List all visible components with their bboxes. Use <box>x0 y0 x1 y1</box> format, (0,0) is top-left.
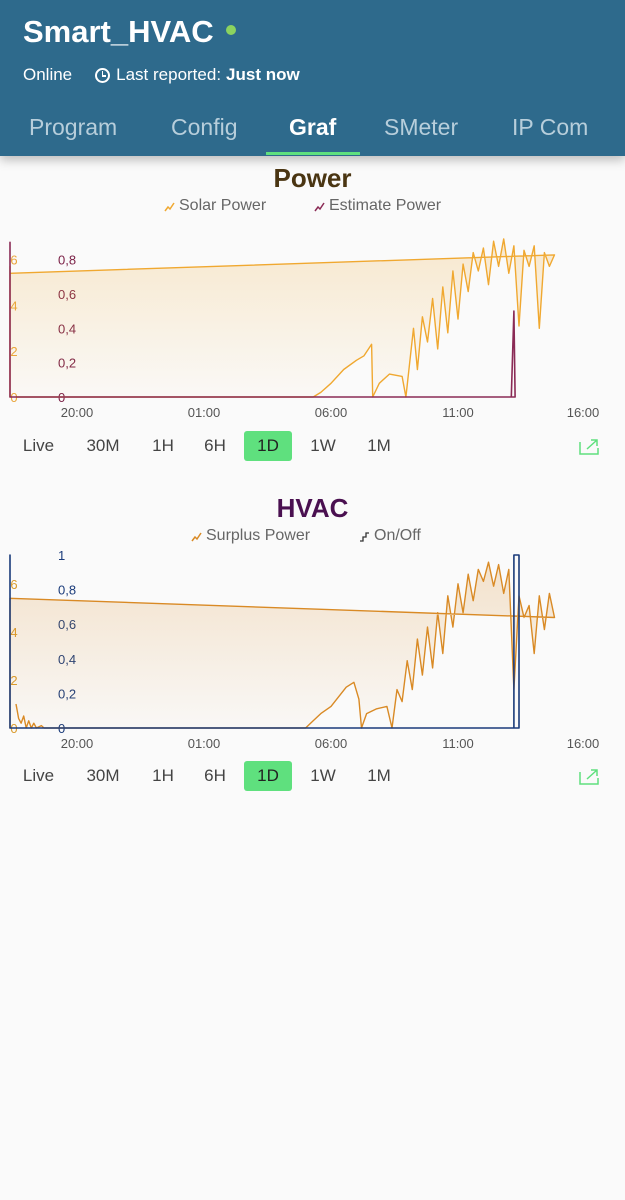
y-right-tick-label: 0,8 <box>58 253 76 268</box>
x-tick-label: 16:00 <box>567 405 600 420</box>
last-reported-label: Last reported: <box>116 65 222 84</box>
range-button-1m[interactable]: 1M <box>367 766 391 785</box>
x-tick-label: 06:00 <box>315 405 348 420</box>
legend-label-estimate-power: Estimate Power <box>329 197 442 214</box>
device-name: Smart_HVAC <box>23 14 214 49</box>
legend-label-surplus-power: Surplus Power <box>206 527 311 544</box>
range-button-30m[interactable]: 30M <box>86 436 120 455</box>
hvac-chart[interactable]: 024600,20,40,60,8120:0001:0006:0011:0016… <box>0 545 625 755</box>
x-tick-label: 16:00 <box>567 736 600 751</box>
x-tick-label: 01:00 <box>188 405 221 420</box>
clock-icon <box>95 67 111 83</box>
y-right-tick-label: 1 <box>58 548 65 563</box>
active-tab-indicator <box>266 152 360 155</box>
y-left-tick-label: 6 <box>10 577 17 592</box>
tab-config[interactable]: Config <box>171 114 238 140</box>
range-button-live[interactable]: Live <box>22 436 55 455</box>
x-tick-label: 01:00 <box>188 736 221 751</box>
legend-label-on-off: On/Off <box>374 527 421 544</box>
range-button-1w[interactable]: 1W <box>310 766 336 785</box>
legend-item-solar-power[interactable]: Solar Power <box>164 197 266 215</box>
tab-bar: Program Config Graf SMeter IP Com <box>0 104 625 156</box>
x-tick-label: 20:00 <box>61 736 94 751</box>
series-area-solar-power <box>10 238 555 397</box>
x-tick-label: 20:00 <box>61 405 94 420</box>
hvac-range-selector: Live 30M 1H 6H 1D 1W 1M <box>0 761 625 793</box>
power-chart[interactable]: 024600,20,40,60,820:0001:0006:0011:0016:… <box>0 222 625 422</box>
y-right-tick-label: 0,8 <box>58 583 76 598</box>
range-button-1d[interactable]: 1D <box>244 761 292 791</box>
tab-program[interactable]: Program <box>29 114 118 140</box>
line-series-icon <box>314 202 325 211</box>
range-button-1h[interactable]: 1H <box>152 766 174 785</box>
legend-label-solar-power: Solar Power <box>179 197 267 214</box>
last-reported-value: Just now <box>226 65 300 84</box>
device-title: Smart_HVAC <box>23 14 236 50</box>
power-range-selector: Live 30M 1H 6H 1D 1W 1M <box>0 431 625 463</box>
range-button-1h[interactable]: 1H <box>152 436 174 455</box>
tab-smeter[interactable]: SMeter <box>384 114 459 140</box>
step-series-icon <box>360 531 369 542</box>
y-left-tick-label: 6 <box>10 253 17 268</box>
range-button-6h[interactable]: 6H <box>204 766 226 785</box>
x-tick-label: 11:00 <box>442 405 474 420</box>
range-button-6h[interactable]: 6H <box>204 436 226 455</box>
tab-graf[interactable]: Graf <box>289 114 337 140</box>
line-series-icon <box>191 532 202 541</box>
legend-item-surplus-power[interactable]: Surplus Power <box>191 527 310 545</box>
x-tick-label: 06:00 <box>315 736 348 751</box>
online-indicator-icon <box>225 24 236 35</box>
range-button-1m[interactable]: 1M <box>367 436 391 455</box>
range-button-1w[interactable]: 1W <box>310 436 336 455</box>
range-button-30m[interactable]: 30M <box>86 766 120 785</box>
series-area-surplus-power <box>10 562 555 728</box>
connection-status: Online <box>23 65 73 84</box>
series-line-on-off <box>9 554 520 729</box>
x-tick-label: 11:00 <box>442 736 474 751</box>
power-chart-title: Power <box>273 163 352 193</box>
range-button-1d[interactable]: 1D <box>244 431 292 461</box>
legend-item-estimate-power[interactable]: Estimate Power <box>314 197 441 215</box>
expand-icon[interactable] <box>578 438 600 456</box>
series-line-estimate-power <box>9 241 516 398</box>
expand-icon[interactable] <box>578 768 600 786</box>
hvac-chart-title: HVAC <box>276 493 349 523</box>
legend-item-on-off[interactable]: On/Off <box>359 527 421 545</box>
tab-ip-com[interactable]: IP Com <box>512 114 589 140</box>
range-button-live[interactable]: Live <box>22 766 55 785</box>
status-row: Online Last reported: Just now <box>23 65 300 85</box>
app-header: Smart_HVAC Online Last reported: Just no… <box>0 0 625 156</box>
line-series-icon <box>164 202 175 211</box>
